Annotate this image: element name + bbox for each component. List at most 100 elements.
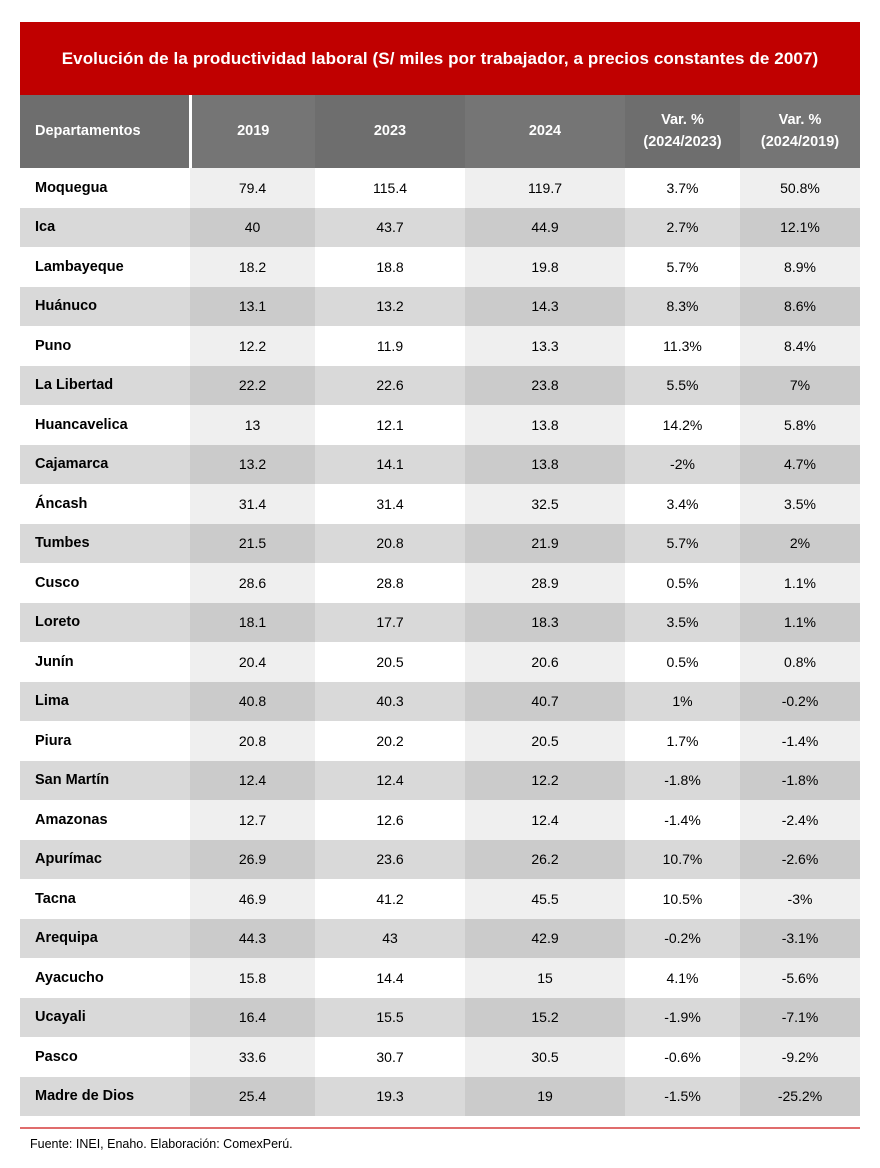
table-row: Lambayeque 18.2 18.8 19.8 5.7% 8.9% — [20, 247, 860, 287]
value-cell: 40.8 — [190, 681, 315, 721]
value-cell: 12.4 — [315, 760, 465, 800]
department-cell: Junín — [20, 642, 190, 682]
value-cell: -1.9% — [625, 997, 740, 1037]
department-cell: Lambayeque — [20, 247, 190, 287]
value-cell: 19.8 — [465, 247, 625, 287]
header-col-2: 2023 — [315, 95, 465, 168]
value-cell: 40.7 — [465, 681, 625, 721]
value-cell: 20.5 — [315, 642, 465, 682]
table-row: Áncash 31.4 31.4 32.5 3.4% 3.5% — [20, 484, 860, 524]
department-cell: Ucayali — [20, 997, 190, 1037]
value-cell: 40.3 — [315, 681, 465, 721]
value-cell: -2% — [625, 444, 740, 484]
table-row: San Martín 12.4 12.4 12.2 -1.8% -1.8% — [20, 760, 860, 800]
department-cell: Arequipa — [20, 918, 190, 958]
department-cell: Ica — [20, 207, 190, 247]
table-row: Tumbes 21.5 20.8 21.9 5.7% 2% — [20, 523, 860, 563]
department-cell: Huánuco — [20, 286, 190, 326]
table-row: Junín 20.4 20.5 20.6 0.5% 0.8% — [20, 642, 860, 682]
table-row: La Libertad 22.2 22.6 23.8 5.5% 7% — [20, 365, 860, 405]
value-cell: 20.6 — [465, 642, 625, 682]
value-cell: 8.4% — [740, 326, 860, 366]
department-cell: Puno — [20, 326, 190, 366]
table-row: Amazonas 12.7 12.6 12.4 -1.4% -2.4% — [20, 800, 860, 840]
value-cell: 14.3 — [465, 286, 625, 326]
value-cell: 8.3% — [625, 286, 740, 326]
header-col-4: Var. % (2024/2023) — [625, 95, 740, 168]
value-cell: 1.1% — [740, 602, 860, 642]
value-cell: 8.9% — [740, 247, 860, 287]
value-cell: 13 — [190, 405, 315, 445]
value-cell: 31.4 — [190, 484, 315, 524]
value-cell: 10.5% — [625, 879, 740, 919]
value-cell: 44.3 — [190, 918, 315, 958]
value-cell: 12.2 — [465, 760, 625, 800]
value-cell: 3.7% — [625, 168, 740, 208]
value-cell: 12.4 — [465, 800, 625, 840]
value-cell: 5.7% — [625, 247, 740, 287]
value-cell: 5.7% — [625, 523, 740, 563]
value-cell: 42.9 — [465, 918, 625, 958]
value-cell: 13.8 — [465, 405, 625, 445]
productivity-table-container: Evolución de la productividad laboral (S… — [20, 22, 860, 1116]
department-cell: Tacna — [20, 879, 190, 919]
value-cell: 15 — [465, 958, 625, 998]
value-cell: 25.4 — [190, 1076, 315, 1116]
value-cell: 26.2 — [465, 839, 625, 879]
table-row: Arequipa 44.3 43 42.9 -0.2% -3.1% — [20, 918, 860, 958]
table-row: Ayacucho 15.8 14.4 15 4.1% -5.6% — [20, 958, 860, 998]
value-cell: 12.1% — [740, 207, 860, 247]
value-cell: 13.8 — [465, 444, 625, 484]
value-cell: 23.6 — [315, 839, 465, 879]
value-cell: 13.3 — [465, 326, 625, 366]
value-cell: 15.8 — [190, 958, 315, 998]
department-cell: Apurímac — [20, 839, 190, 879]
value-cell: 20.4 — [190, 642, 315, 682]
value-cell: 5.5% — [625, 365, 740, 405]
table-row: Huánuco 13.1 13.2 14.3 8.3% 8.6% — [20, 286, 860, 326]
value-cell: 31.4 — [315, 484, 465, 524]
value-cell: 43.7 — [315, 207, 465, 247]
department-cell: Cajamarca — [20, 444, 190, 484]
value-cell: 3.4% — [625, 484, 740, 524]
value-cell: -3.1% — [740, 918, 860, 958]
value-cell: 14.4 — [315, 958, 465, 998]
value-cell: 20.5 — [465, 721, 625, 761]
table-row: Apurímac 26.9 23.6 26.2 10.7% -2.6% — [20, 839, 860, 879]
value-cell: -7.1% — [740, 997, 860, 1037]
table-row: Ucayali 16.4 15.5 15.2 -1.9% -7.1% — [20, 997, 860, 1037]
value-cell: 45.5 — [465, 879, 625, 919]
value-cell: -0.2% — [740, 681, 860, 721]
value-cell: -3% — [740, 879, 860, 919]
value-cell: 19.3 — [315, 1076, 465, 1116]
value-cell: 79.4 — [190, 168, 315, 208]
table-row: Cusco 28.6 28.8 28.9 0.5% 1.1% — [20, 563, 860, 603]
department-cell: Lima — [20, 681, 190, 721]
value-cell: -1.4% — [740, 721, 860, 761]
value-cell: 22.6 — [315, 365, 465, 405]
department-cell: Ayacucho — [20, 958, 190, 998]
value-cell: 28.6 — [190, 563, 315, 603]
value-cell: 18.3 — [465, 602, 625, 642]
value-cell: 43 — [315, 918, 465, 958]
table-row: Pasco 33.6 30.7 30.5 -0.6% -9.2% — [20, 1037, 860, 1077]
department-cell: Áncash — [20, 484, 190, 524]
table-row: Moquegua 79.4 115.4 119.7 3.7% 50.8% — [20, 168, 860, 208]
value-cell: 3.5% — [740, 484, 860, 524]
value-cell: 20.8 — [190, 721, 315, 761]
value-cell: 7% — [740, 365, 860, 405]
value-cell: 14.1 — [315, 444, 465, 484]
value-cell: 18.1 — [190, 602, 315, 642]
value-cell: 23.8 — [465, 365, 625, 405]
table-row: Madre de Dios 25.4 19.3 19 -1.5% -25.2% — [20, 1076, 860, 1116]
value-cell: 28.8 — [315, 563, 465, 603]
value-cell: 13.1 — [190, 286, 315, 326]
department-cell: Tumbes — [20, 523, 190, 563]
value-cell: 15.5 — [315, 997, 465, 1037]
value-cell: 12.4 — [190, 760, 315, 800]
header-departamentos: Departamentos — [20, 95, 192, 168]
table-row: Puno 12.2 11.9 13.3 11.3% 8.4% — [20, 326, 860, 366]
value-cell: 2% — [740, 523, 860, 563]
value-cell: 33.6 — [190, 1037, 315, 1077]
table-title: Evolución de la productividad laboral (S… — [61, 48, 819, 68]
